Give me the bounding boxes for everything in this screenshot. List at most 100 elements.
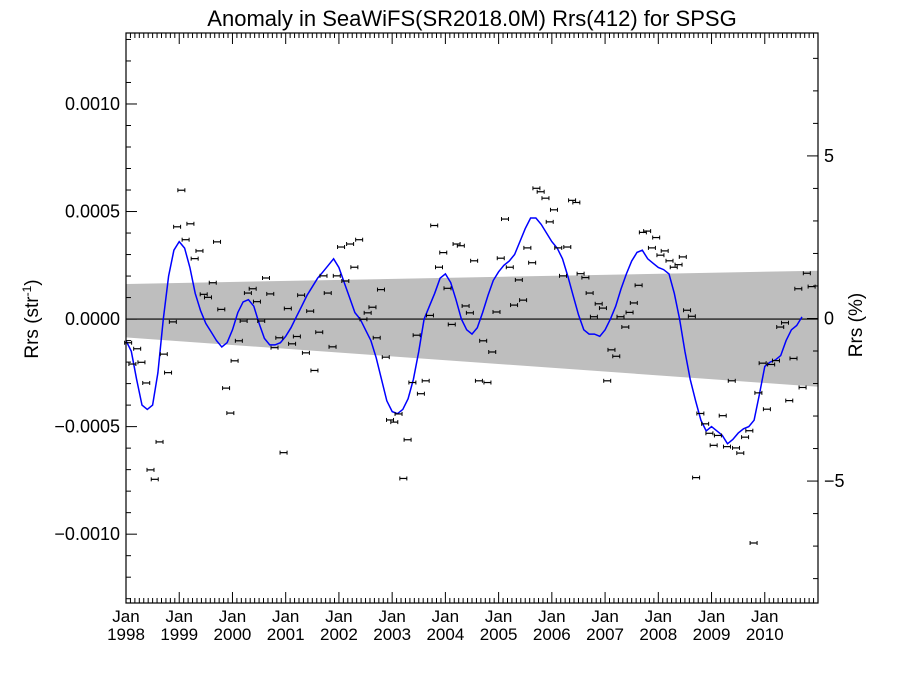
data-point bbox=[510, 303, 519, 308]
x-tick-label-month: Jan bbox=[219, 607, 246, 626]
data-point bbox=[647, 245, 656, 250]
data-point bbox=[616, 314, 625, 319]
data-point bbox=[713, 433, 722, 438]
data-point bbox=[718, 413, 727, 418]
data-point bbox=[532, 186, 541, 191]
x-tick-label-year: 2009 bbox=[693, 625, 731, 644]
x-tick-label-month: Jan bbox=[166, 607, 193, 626]
data-point bbox=[634, 283, 643, 288]
data-point bbox=[372, 335, 381, 340]
data-point bbox=[181, 237, 190, 242]
data-point bbox=[559, 273, 568, 278]
data-point bbox=[541, 196, 550, 201]
data-point bbox=[701, 421, 710, 426]
data-point bbox=[222, 386, 231, 391]
data-point bbox=[168, 319, 177, 324]
data-point bbox=[523, 245, 532, 250]
data-point bbox=[315, 330, 324, 335]
data-point bbox=[337, 245, 346, 250]
x-tick-label-month: Jan bbox=[112, 607, 139, 626]
data-point bbox=[456, 243, 465, 248]
data-point bbox=[133, 346, 142, 351]
data-point bbox=[754, 390, 763, 395]
data-point bbox=[190, 256, 199, 261]
data-point bbox=[386, 417, 395, 422]
data-point bbox=[683, 308, 692, 313]
x-tick-label-year: 2004 bbox=[426, 625, 464, 644]
y-axis-label: Rrs (str-1) bbox=[20, 279, 43, 358]
data-point bbox=[732, 445, 741, 450]
data-point bbox=[488, 349, 497, 354]
x-tick-label-month: Jan bbox=[698, 607, 725, 626]
data-point bbox=[368, 305, 377, 310]
data-point bbox=[447, 322, 456, 327]
y-tick-label: 0.0010 bbox=[65, 94, 120, 114]
data-point bbox=[234, 338, 243, 343]
data-point bbox=[758, 361, 767, 366]
data-point bbox=[505, 265, 514, 270]
data-point bbox=[483, 380, 492, 385]
chart-title: Anomaly in SeaWiFS(SR2018.0M) Rrs(412) f… bbox=[207, 6, 736, 31]
data-point bbox=[607, 347, 616, 352]
data-point bbox=[519, 298, 528, 303]
data-point bbox=[376, 287, 385, 292]
y-axis-label-close: ) bbox=[22, 279, 43, 285]
x-tick-label-month: Jan bbox=[591, 607, 618, 626]
data-point bbox=[545, 219, 554, 224]
data-point bbox=[514, 277, 523, 282]
data-point bbox=[186, 221, 195, 226]
data-point bbox=[709, 443, 718, 448]
data-point bbox=[749, 540, 758, 545]
data-point bbox=[421, 378, 430, 383]
data-point bbox=[425, 313, 434, 318]
data-point bbox=[416, 391, 425, 396]
data-point bbox=[346, 242, 355, 247]
data-point bbox=[665, 258, 674, 263]
data-point bbox=[461, 303, 470, 308]
data-point bbox=[412, 333, 421, 338]
data-point bbox=[674, 262, 683, 267]
data-point bbox=[159, 352, 168, 357]
data-point bbox=[430, 223, 439, 228]
data-point bbox=[621, 325, 630, 330]
x-tick-label-year: 2005 bbox=[480, 625, 518, 644]
data-point bbox=[155, 439, 164, 444]
x-tick-label-month: Jan bbox=[432, 607, 459, 626]
data-point bbox=[403, 437, 412, 442]
data-point bbox=[568, 198, 577, 203]
data-point bbox=[736, 451, 745, 456]
data-point bbox=[363, 310, 372, 315]
y2-tick-label: 5 bbox=[824, 146, 834, 166]
data-point bbox=[625, 310, 634, 315]
x-tick-label-month: Jan bbox=[272, 607, 299, 626]
y2-tick-label: 0 bbox=[824, 308, 834, 328]
data-point bbox=[150, 477, 159, 482]
y2-tick-label: −5 bbox=[824, 471, 845, 491]
data-point bbox=[554, 245, 563, 250]
x-tick-label-year: 2008 bbox=[639, 625, 677, 644]
data-point bbox=[794, 286, 803, 291]
data-point bbox=[687, 314, 696, 319]
data-point bbox=[594, 301, 603, 306]
data-point bbox=[576, 271, 585, 276]
data-point bbox=[306, 309, 315, 314]
data-point bbox=[629, 300, 638, 305]
data-point bbox=[656, 253, 665, 258]
data-point bbox=[807, 284, 816, 289]
data-point bbox=[261, 275, 270, 280]
data-point bbox=[789, 356, 798, 361]
data-point bbox=[727, 378, 736, 383]
data-point bbox=[643, 229, 652, 234]
data-point bbox=[780, 320, 789, 325]
x-tick-label-year: 2000 bbox=[214, 625, 252, 644]
data-point bbox=[292, 334, 301, 339]
x-tick-label-month: Jan bbox=[485, 607, 512, 626]
smoothed-series-line bbox=[125, 217, 803, 445]
data-point bbox=[390, 420, 399, 425]
y-tick-label: 0.0000 bbox=[65, 309, 120, 329]
data-point bbox=[323, 291, 332, 296]
data-point bbox=[355, 237, 364, 242]
data-point bbox=[762, 407, 771, 412]
data-point bbox=[381, 355, 390, 360]
